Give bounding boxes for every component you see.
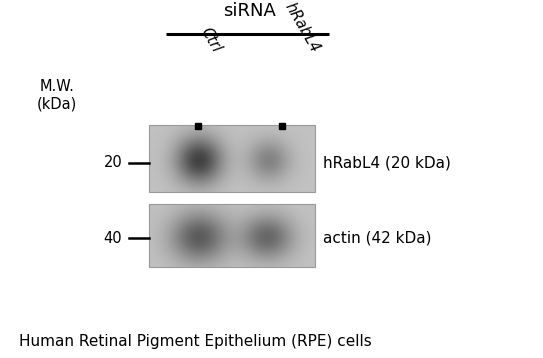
- Bar: [149, 204, 315, 267]
- Bar: [149, 125, 315, 192]
- Text: actin (42 kDa): actin (42 kDa): [323, 231, 432, 246]
- Text: M.W.
(kDa): M.W. (kDa): [37, 79, 77, 111]
- Text: Ctrl: Ctrl: [198, 25, 224, 55]
- Text: Human Retinal Pigment Epithelium (RPE) cells: Human Retinal Pigment Epithelium (RPE) c…: [19, 334, 372, 349]
- Text: 40: 40: [104, 231, 122, 246]
- Text: siRNA: siRNA: [223, 2, 276, 20]
- Text: 20: 20: [103, 155, 122, 170]
- Text: hRabL4: hRabL4: [282, 0, 323, 55]
- Text: hRabL4 (20 kDa): hRabL4 (20 kDa): [323, 155, 451, 170]
